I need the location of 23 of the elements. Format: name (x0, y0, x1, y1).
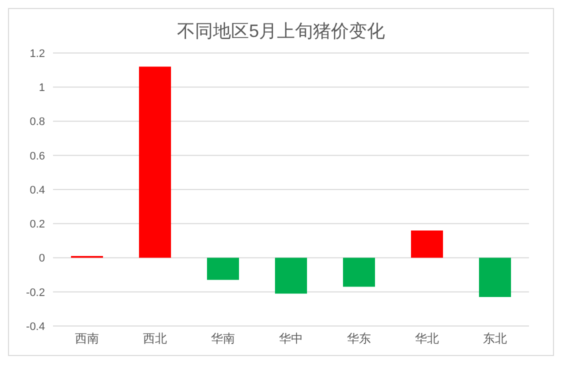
x-tick-label: 华南 (211, 332, 235, 346)
y-tick-label: 0 (38, 252, 45, 265)
y-tick-label: 1 (38, 82, 45, 94)
bar (139, 66, 171, 258)
x-tick-label: 华中 (279, 332, 303, 346)
y-tick-label: 0.2 (30, 218, 45, 231)
y-tick-label: -0.2 (26, 286, 45, 299)
x-tick-label: 西北 (143, 332, 167, 346)
bar (207, 258, 239, 280)
y-tick-label: 0.6 (30, 150, 45, 162)
y-tick-label: 1.2 (30, 48, 45, 60)
x-tick-label: 西南 (75, 332, 99, 346)
bar (479, 258, 511, 297)
y-tick-label: 0.8 (30, 116, 45, 128)
chart-title: 不同地区5月上旬猪价变化 (176, 20, 386, 43)
x-tick-label: 东北 (483, 332, 507, 346)
bar (275, 258, 307, 294)
bar (343, 258, 375, 287)
bar (411, 230, 443, 258)
x-tick-label: 华北 (415, 332, 439, 346)
y-tick-label: 0.4 (30, 184, 45, 196)
y-tick-label: -0.4 (26, 320, 45, 333)
x-tick-label: 华东 (347, 332, 371, 346)
